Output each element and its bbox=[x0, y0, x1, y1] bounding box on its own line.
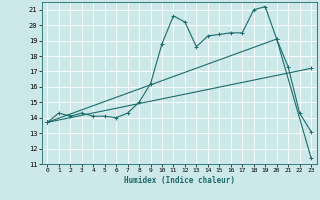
X-axis label: Humidex (Indice chaleur): Humidex (Indice chaleur) bbox=[124, 176, 235, 185]
